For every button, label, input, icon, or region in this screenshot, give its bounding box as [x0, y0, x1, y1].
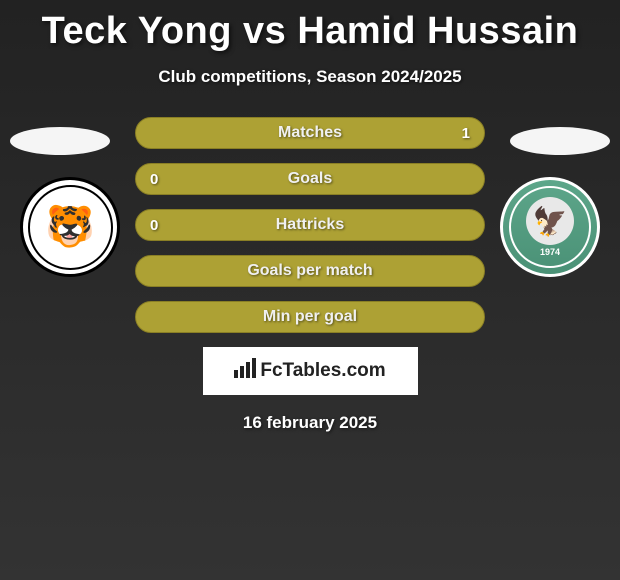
stat-label: Matches	[278, 124, 342, 142]
stat-value-left: 0	[150, 217, 158, 234]
page-subtitle: Club competitions, Season 2024/2025	[0, 67, 620, 87]
tiger-icon: 🐯	[45, 207, 95, 247]
stat-row-goals: 0 Goals	[135, 163, 485, 195]
page-title: Teck Yong vs Hamid Hussain	[0, 0, 620, 53]
chart-bars-icon	[234, 358, 256, 384]
player-avatar-left	[10, 127, 110, 155]
stat-label: Goals	[288, 170, 332, 188]
club-badge-year: 1974	[540, 247, 560, 257]
club-badge-left-inner: 🐯	[28, 185, 113, 270]
club-badge-right: 🦅 1974	[500, 177, 600, 277]
stat-label: Hattricks	[276, 216, 344, 234]
stat-label: Min per goal	[263, 308, 357, 326]
player-avatar-right	[510, 127, 610, 155]
stat-value-left: 0	[150, 171, 158, 188]
stat-row-goals-per-match: Goals per match	[135, 255, 485, 287]
stat-row-matches: Matches 1	[135, 117, 485, 149]
stat-label: Goals per match	[247, 262, 372, 280]
comparison-content: 🐯 🦅 1974 Matches 1 0 Goals 0 Hattricks G…	[0, 117, 620, 433]
stat-row-hattricks: 0 Hattricks	[135, 209, 485, 241]
stats-table: Matches 1 0 Goals 0 Hattricks Goals per …	[135, 117, 485, 333]
brand-text: FcTables.com	[260, 360, 385, 382]
club-badge-left: 🐯	[20, 177, 120, 277]
eagle-icon: 🦅	[526, 197, 574, 245]
club-badge-right-inner: 🦅 1974	[509, 186, 591, 268]
stat-row-min-per-goal: Min per goal	[135, 301, 485, 333]
comparison-date: 16 february 2025	[0, 413, 620, 433]
brand-attribution: FcTables.com	[203, 347, 418, 395]
stat-value-right: 1	[462, 125, 470, 142]
